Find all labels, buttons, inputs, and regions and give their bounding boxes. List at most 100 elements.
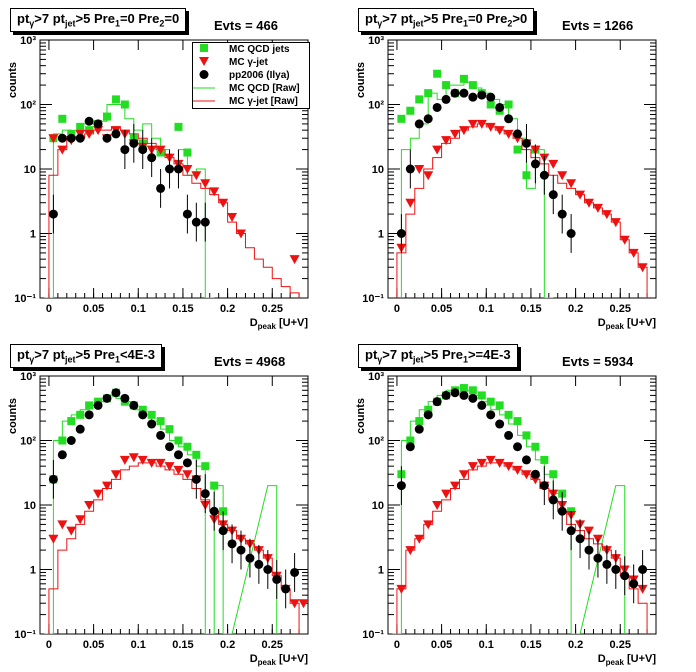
events-count: Evts = 4968 bbox=[214, 354, 286, 369]
x-tick-label: 0.05 bbox=[431, 639, 452, 651]
title-part: 1 bbox=[462, 18, 468, 29]
point-pp2006-ilya bbox=[218, 526, 228, 536]
point-mc-jet bbox=[164, 462, 175, 472]
point-pp2006-ilya bbox=[486, 410, 496, 420]
legend-label: MC γ-jet [Raw] bbox=[229, 96, 298, 107]
point-mc-jet bbox=[521, 470, 532, 480]
point-pp2006-ilya bbox=[450, 388, 460, 398]
x-tick-label: 0 bbox=[394, 303, 400, 315]
point-mc-jet bbox=[289, 255, 300, 265]
point-mc-jet bbox=[57, 145, 68, 155]
legend-symbol bbox=[193, 87, 215, 89]
point-mc-qcd-jets bbox=[424, 89, 433, 98]
point-mc-jet bbox=[441, 136, 452, 146]
point-mc-qcd-jets bbox=[103, 112, 111, 121]
title-part: >5 Pre bbox=[75, 347, 115, 362]
point-mc-jet bbox=[432, 501, 443, 510]
y-tick-label: 10⁻¹ bbox=[14, 293, 36, 305]
legend-label: MC γ-jet bbox=[229, 57, 268, 68]
point-mc-qcd-jets bbox=[513, 145, 522, 154]
y-axis-title: counts bbox=[7, 62, 19, 98]
point-mc-jet bbox=[155, 458, 166, 468]
x-tick-label: 0.2 bbox=[568, 639, 583, 651]
y-tick-label: 10³ bbox=[20, 35, 36, 47]
point-pp2006-ilya bbox=[182, 458, 192, 468]
point-mc-jet bbox=[146, 458, 157, 468]
point-mc-jet bbox=[48, 134, 59, 144]
point-mc-jet bbox=[289, 599, 300, 609]
point-pp2006-ilya bbox=[423, 410, 433, 420]
legend-label: pp2006 (Ilya) bbox=[229, 70, 290, 81]
point-mc-qcd-jets bbox=[406, 436, 415, 445]
x-tick-label: 0.25 bbox=[262, 303, 283, 315]
point-mc-jet bbox=[93, 126, 104, 136]
point-pp2006-ilya bbox=[75, 133, 85, 143]
point-mc-qcd-jets bbox=[111, 95, 120, 104]
point-mc-jet bbox=[503, 462, 514, 472]
x-tick-label: 0 bbox=[46, 639, 52, 651]
y-axis-title: counts bbox=[355, 62, 367, 98]
point-mc-qcd-jets bbox=[442, 81, 451, 90]
point-mc-jet bbox=[236, 229, 246, 239]
point-pp2006-ilya bbox=[620, 571, 630, 581]
point-mc-jet bbox=[48, 534, 59, 544]
point-mc-jet bbox=[503, 129, 514, 139]
point-mc-jet bbox=[75, 515, 86, 525]
point-mc-jet bbox=[173, 465, 184, 475]
point-pp2006-ilya bbox=[521, 138, 531, 148]
point-pp2006-ilya bbox=[102, 133, 112, 143]
title-part: >=4E-3 bbox=[467, 347, 511, 362]
panel-title: ptγ>7 ptjet>5 Pre1=0 Pre2>0 bbox=[358, 8, 535, 32]
legend-entry: pp2006 (Ilya) bbox=[193, 69, 309, 82]
point-pp2006-ilya bbox=[405, 442, 415, 452]
title-part: 1 bbox=[114, 354, 120, 365]
title-part: γ bbox=[377, 354, 383, 365]
point-mc-qcd-jets bbox=[459, 74, 468, 83]
x-tick-label: 0.1 bbox=[131, 303, 146, 315]
point-pp2006-ilya bbox=[611, 565, 621, 574]
point-mc-qcd-jets bbox=[67, 417, 76, 426]
x-axis-title: Dpeak [U+V] bbox=[598, 653, 657, 667]
point-mc-jet bbox=[610, 218, 621, 228]
point-mc-qcd-jets bbox=[201, 462, 210, 471]
legend-entry: MC γ-jet [Raw] bbox=[193, 95, 309, 108]
point-mc-jet bbox=[66, 526, 77, 536]
y-tick-label: 10³ bbox=[20, 371, 36, 383]
point-pp2006-ilya bbox=[423, 114, 433, 124]
point-mc-jet bbox=[414, 534, 425, 544]
chart-svg: 10⁻¹ 1 10 10² 10³ 0 0.05 0.1 0.15 0.2 0.25 Dpeak [U… bbox=[355, 371, 657, 667]
point-mc-jet bbox=[423, 171, 434, 181]
title-part: 1 bbox=[114, 18, 120, 29]
y-tick-label: 10² bbox=[20, 436, 36, 448]
point-pp2006-ilya bbox=[120, 393, 130, 403]
x-tick-label: 0.15 bbox=[172, 639, 193, 651]
point-pp2006-ilya bbox=[495, 419, 505, 429]
title-part: 2 bbox=[507, 18, 513, 29]
point-mc-qcd-jets bbox=[58, 114, 67, 123]
point-pp2006-ilya bbox=[111, 129, 121, 139]
point-mc-jet bbox=[57, 520, 68, 530]
x-tick-label: 0.2 bbox=[568, 303, 583, 315]
point-pp2006-ilya bbox=[548, 495, 558, 505]
point-mc-qcd-jets bbox=[495, 401, 504, 410]
point-mc-jet bbox=[441, 489, 452, 499]
title-part: >7 pt bbox=[34, 347, 66, 362]
point-mc-jet bbox=[485, 455, 496, 465]
y-tick-label: 10 bbox=[372, 164, 384, 176]
point-mc-qcd-jets bbox=[459, 384, 468, 393]
point-mc-qcd-jets bbox=[174, 122, 183, 131]
y-tick-label: 10³ bbox=[368, 35, 384, 47]
chart-svg: 10⁻¹ 1 10 10² 10³ 0 0.05 0.1 0.15 0.2 0.25 Dpeak [U… bbox=[7, 371, 309, 667]
point-pp2006-ilya bbox=[200, 489, 210, 499]
point-mc-jet bbox=[182, 470, 193, 480]
x-tick-label: 0.15 bbox=[520, 303, 541, 315]
point-pp2006-ilya bbox=[629, 579, 639, 589]
title-part: jet bbox=[413, 18, 424, 29]
point-mc-jet bbox=[396, 584, 407, 594]
y-tick-label: 10² bbox=[368, 100, 384, 112]
point-mc-jet bbox=[637, 584, 648, 594]
point-mc-jet bbox=[458, 126, 469, 136]
point-mc-jet bbox=[557, 171, 568, 181]
legend-entry: MC γ-jet bbox=[193, 56, 309, 69]
legend-entry: MC QCD [Raw] bbox=[193, 82, 309, 95]
